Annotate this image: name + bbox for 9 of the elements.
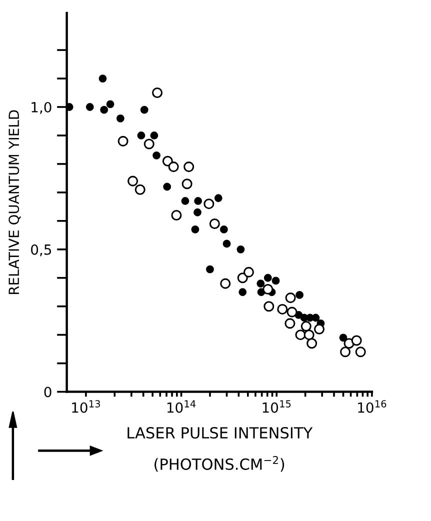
y-tick-label: 1,0 [32, 102, 52, 114]
x-tick-label: 10$^{14}$ [167, 400, 196, 413]
text: LASER PULSE INTENSITY (PHOTONS.CM$^{−2}$) [128, 427, 313, 472]
y-tick-label: 0 [44, 386, 52, 398]
y-tick-label: 0,5 [31, 244, 52, 256]
x-tick-label: 10$^{13}$ [72, 400, 100, 413]
x-tick-label: 10$^{15}$ [262, 400, 291, 413]
x-tick-label: 10$^{16}$ [358, 400, 386, 413]
y-axis-title: RELATIVE QUANTUM YIELD [8, 110, 21, 294]
